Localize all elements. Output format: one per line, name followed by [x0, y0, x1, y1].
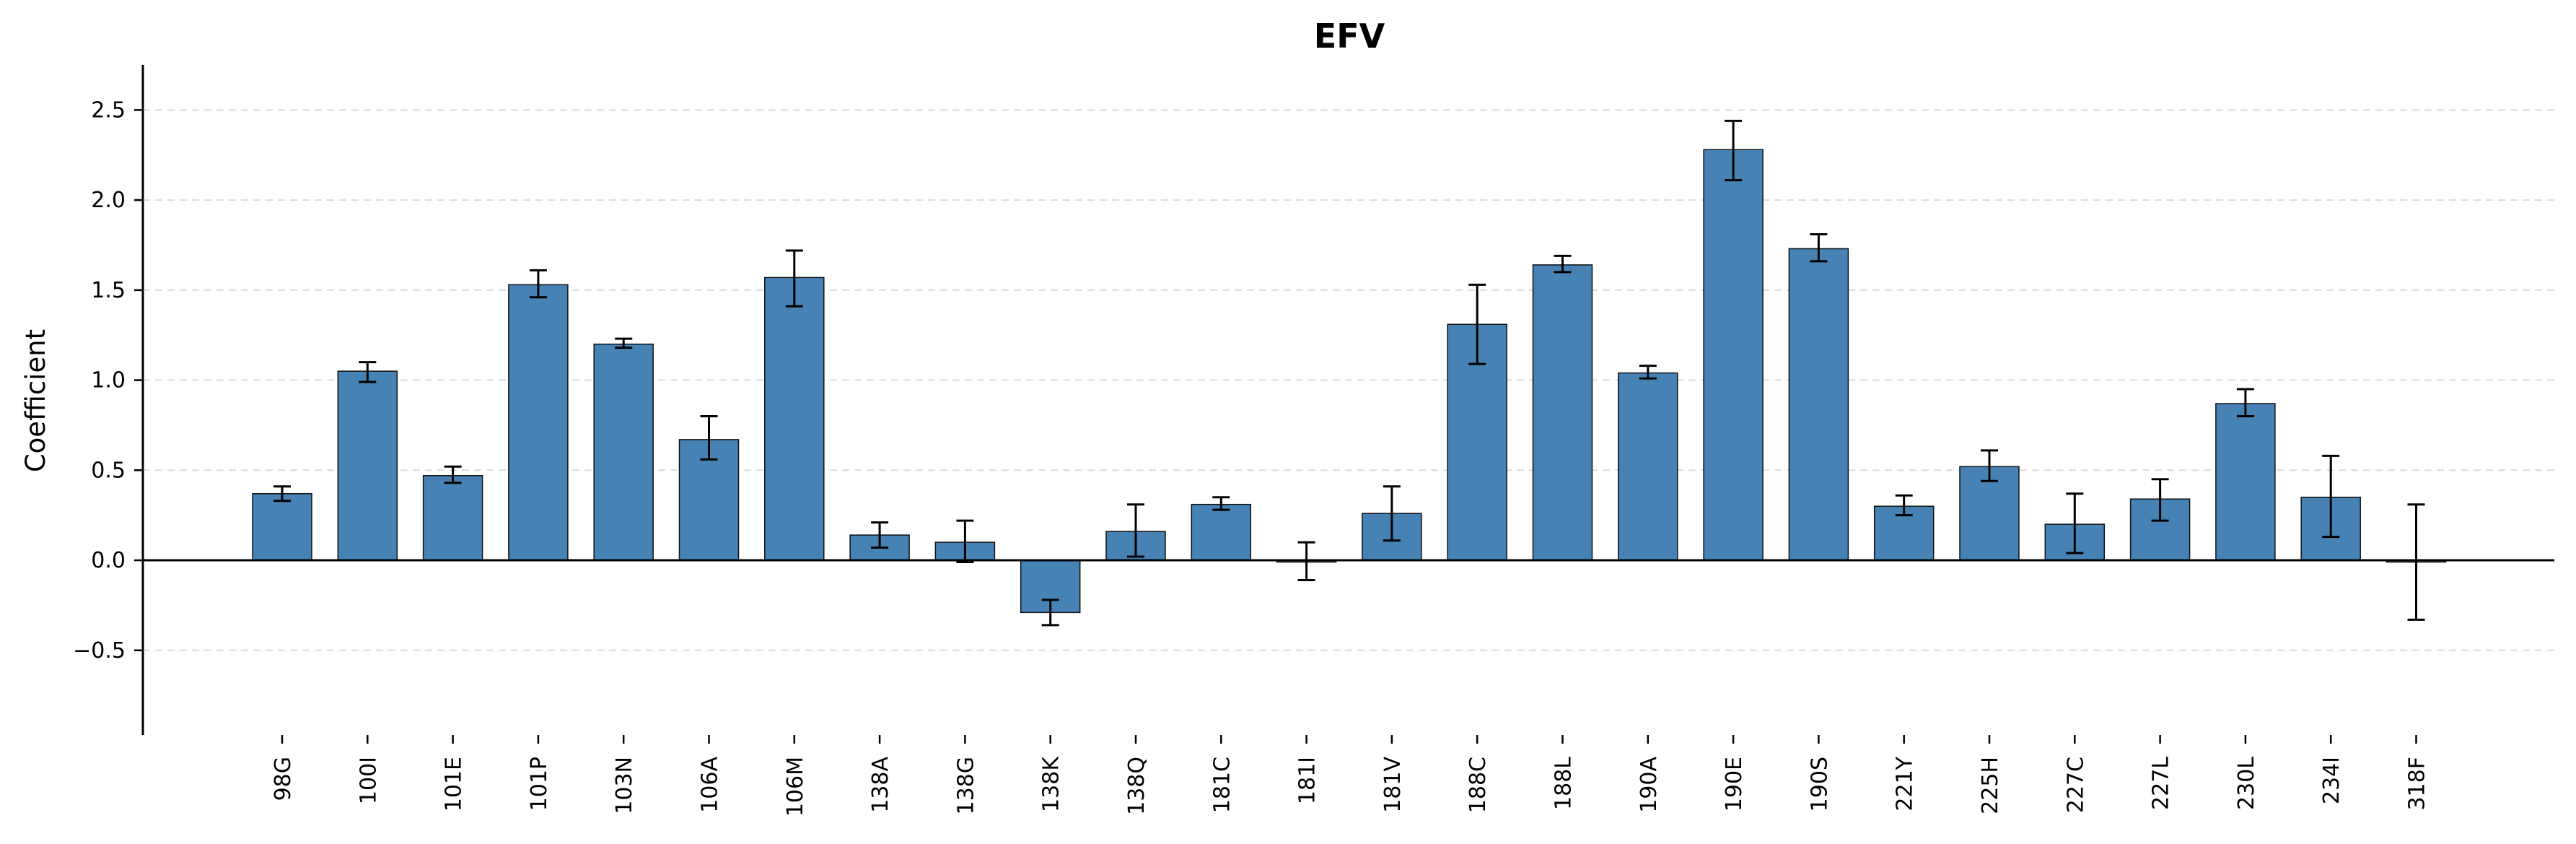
bar-103N: [593, 343, 654, 561]
x-tick-label: 100I: [356, 757, 381, 804]
x-tick-label: 103N: [612, 757, 637, 814]
error-bar-181C: [1212, 496, 1230, 511]
bar-230L: [2215, 403, 2276, 561]
error-bar-106A: [700, 414, 718, 461]
x-tick-label: 138Q: [1124, 757, 1149, 815]
y-tick-label: 2.0: [91, 188, 126, 213]
error-bar-190S: [1810, 232, 1828, 263]
bar-181C: [1191, 503, 1252, 561]
x-tick-label: 106M: [783, 757, 808, 817]
bar-101E: [422, 475, 483, 561]
y-tick-label: 0.0: [91, 548, 126, 573]
x-tick-label: 227L: [2149, 757, 2174, 810]
error-bar-227C: [2066, 492, 2084, 554]
x-tick-label: 188L: [1551, 757, 1577, 810]
error-bar-234I: [2322, 454, 2340, 539]
x-tick-label: 225H: [1978, 757, 2003, 814]
x-tick-label: 230L: [2234, 757, 2259, 810]
x-tick-label: 234I: [2319, 757, 2344, 804]
error-bar-190A: [1639, 365, 1657, 380]
x-tick-label: 190E: [1722, 757, 1747, 812]
error-bar-227L: [2151, 478, 2169, 522]
axes: [141, 65, 2554, 735]
y-tick-label: 1.0: [91, 368, 126, 393]
x-tick-label: 138A: [868, 757, 893, 813]
bar-101P: [508, 284, 569, 561]
bar-190E: [1703, 149, 1764, 561]
x-tick-label: 181I: [1295, 757, 1320, 804]
bar-190A: [1618, 372, 1678, 561]
error-bar-138K: [1041, 599, 1059, 627]
x-tick-label: 221Y: [1893, 756, 1918, 811]
bar-225H: [1959, 466, 2020, 561]
y-tick-label: 0.5: [91, 458, 126, 483]
error-bar-190E: [1725, 119, 1743, 182]
x-tick-label: 181C: [1209, 757, 1235, 813]
error-bar-181V: [1383, 485, 1401, 542]
x-tick-label: 318F: [2405, 757, 2430, 811]
error-bar-106M: [785, 249, 803, 308]
error-bar-138G: [956, 519, 974, 564]
x-tick-label: 138G: [953, 757, 978, 815]
x-tick-label: 138K: [1039, 756, 1064, 812]
bar-190S: [1788, 248, 1849, 561]
error-bars: [273, 119, 2425, 627]
y-tick-label: 1.5: [91, 278, 126, 303]
y-tick-label: −0.5: [73, 638, 126, 664]
error-bar-188L: [1554, 254, 1572, 274]
x-tick-label: 181V: [1380, 757, 1406, 813]
error-bar-318F: [2407, 503, 2425, 621]
y-tick-label: 2.5: [91, 97, 126, 123]
x-tick-label: 106A: [698, 757, 723, 813]
y-ticks: −0.5 0.0 0.5 1.0 1.5 2.0 2.5: [73, 97, 143, 664]
error-bar-101P: [529, 269, 547, 299]
x-tick-label: 98G: [271, 757, 296, 801]
x-tick-label: 101E: [442, 757, 467, 812]
bars: [252, 149, 2447, 614]
x-ticks: 98G 100I 101E 101P 103N 106A 106M 138A 138G 138K 1…: [271, 735, 2430, 817]
x-tick-label: 190S: [1807, 757, 1832, 812]
x-tick-label: 227C: [2063, 757, 2088, 813]
bar-188L: [1532, 264, 1593, 561]
error-bar-138Q: [1127, 503, 1144, 558]
x-tick-label: 188C: [1466, 757, 1491, 813]
error-bar-221Y: [1895, 494, 1913, 517]
gridlines: [143, 109, 2554, 651]
bar-98G: [252, 492, 312, 561]
y-axis-label: Coefficient: [20, 329, 51, 472]
error-bar-138A: [871, 521, 889, 549]
error-bar-188C: [1468, 283, 1486, 365]
error-bar-230L: [2236, 388, 2254, 417]
x-tick-label: 101P: [527, 757, 552, 811]
error-bar-98G: [273, 485, 291, 503]
x-tick-label: 190A: [1637, 757, 1662, 813]
error-bar-103N: [615, 337, 633, 349]
bar-106M: [764, 277, 825, 561]
chart-title: EFV: [1314, 17, 1385, 56]
error-bar-225H: [1981, 449, 1998, 482]
bar-100I: [337, 370, 398, 561]
error-bar-100I: [359, 361, 377, 383]
error-bar-101E: [444, 465, 462, 484]
